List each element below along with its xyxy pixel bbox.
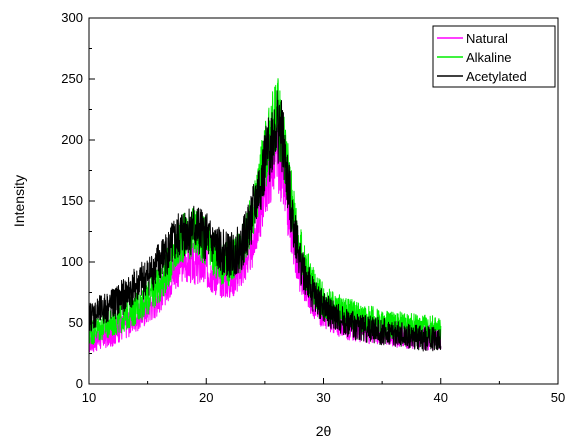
- ticks-layer: 10 20 30 40 50 0 50 100 150 200 250 300: [61, 10, 565, 405]
- x-tick-label: 30: [316, 390, 330, 405]
- y-tick-label: 100: [61, 254, 83, 269]
- legend: Natural Alkaline Acetylated: [432, 25, 556, 88]
- x-tick-label: 20: [199, 390, 213, 405]
- y-tick-label: 0: [76, 376, 83, 391]
- legend-label-acetylated: Acetylated: [466, 69, 527, 84]
- x-tick-label: 40: [434, 390, 448, 405]
- series-alkaline-line: [88, 78, 442, 345]
- y-tick-label: 50: [69, 315, 83, 330]
- y-axis-title: Intensity: [11, 175, 27, 227]
- legend-label-natural: Natural: [466, 31, 508, 46]
- y-tick-label: 200: [61, 132, 83, 147]
- y-tick-label: 150: [61, 193, 83, 208]
- x-tick-label: 50: [551, 390, 565, 405]
- x-tick-label: 10: [82, 390, 96, 405]
- series-layer: [88, 78, 442, 353]
- y-tick-label: 250: [61, 71, 83, 86]
- y-tick-label: 300: [61, 10, 83, 25]
- series-acetylated-line: [88, 90, 442, 352]
- x-axis-title: 2θ: [316, 423, 332, 439]
- legend-label-alkaline: Alkaline: [466, 50, 512, 65]
